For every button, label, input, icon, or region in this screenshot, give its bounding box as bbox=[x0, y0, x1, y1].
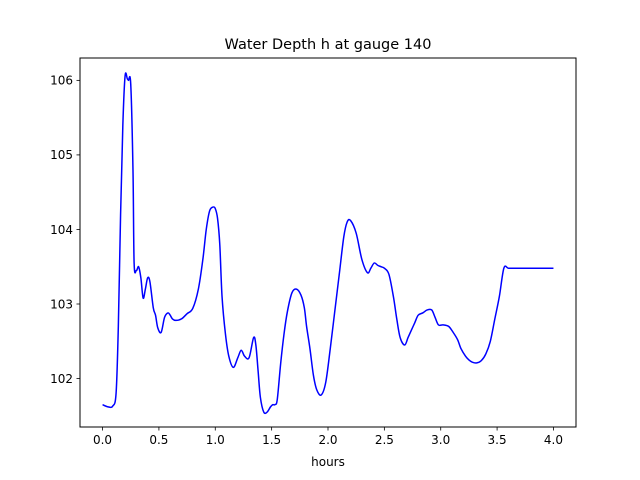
y-tick-label: 102 bbox=[50, 372, 73, 386]
y-axis: 102 103 104 105 106 bbox=[50, 74, 80, 386]
x-tick-label: 1.0 bbox=[206, 433, 225, 447]
x-axis-label: hours bbox=[311, 455, 345, 469]
chart-title: Water Depth h at gauge 140 bbox=[225, 37, 432, 53]
y-tick-label: 103 bbox=[50, 297, 73, 311]
x-tick-label: 4.0 bbox=[544, 433, 563, 447]
y-tick-label: 105 bbox=[50, 148, 73, 162]
x-tick-label: 2.0 bbox=[318, 433, 337, 447]
x-tick-label: 3.5 bbox=[488, 433, 507, 447]
y-tick-label: 106 bbox=[50, 74, 73, 88]
y-tick-label: 104 bbox=[50, 223, 73, 237]
x-tick-label: 1.5 bbox=[262, 433, 281, 447]
x-axis: 0.0 0.5 1.0 1.5 2.0 2.5 3.0 3.5 4.0 bbox=[93, 427, 563, 447]
x-tick-label: 2.5 bbox=[375, 433, 394, 447]
x-tick-label: 0.0 bbox=[93, 433, 112, 447]
x-tick-label: 0.5 bbox=[149, 433, 168, 447]
plot-area bbox=[79, 57, 577, 428]
series-line-water-depth bbox=[102, 72, 554, 415]
x-tick-label: 3.0 bbox=[431, 433, 450, 447]
